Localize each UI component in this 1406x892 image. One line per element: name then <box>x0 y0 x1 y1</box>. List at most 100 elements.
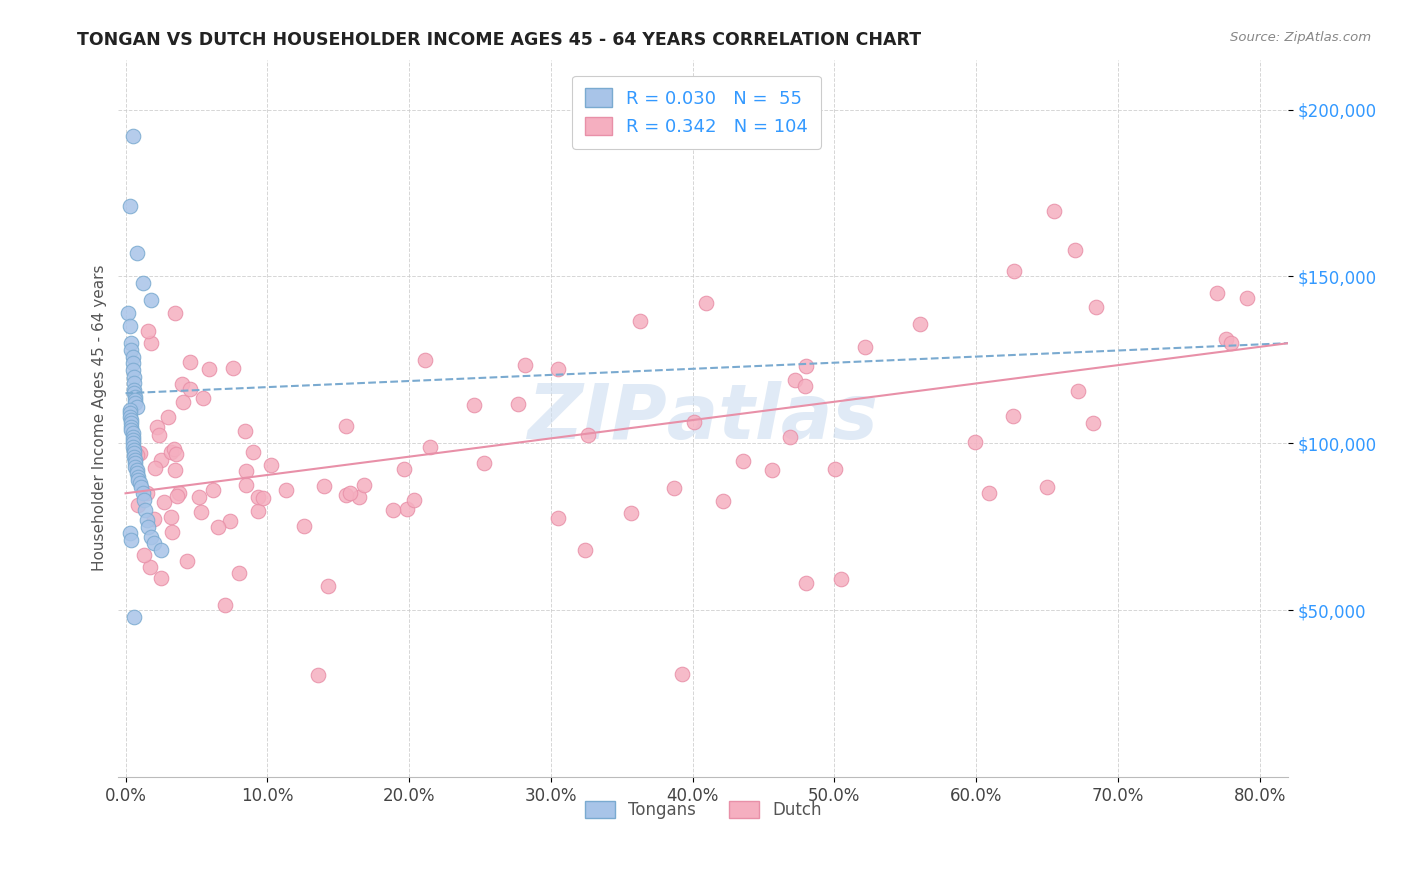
Point <box>120 336 142 351</box>
Point <box>307 668 329 682</box>
Point <box>247 503 270 517</box>
Point <box>335 419 357 434</box>
Point <box>122 450 145 464</box>
Text: TONGAN VS DUTCH HOUSEHOLDER INCOME AGES 45 - 64 YEARS CORRELATION CHART: TONGAN VS DUTCH HOUSEHOLDER INCOME AGES … <box>77 31 921 49</box>
Y-axis label: Householder Income Ages 45 - 64 years: Householder Income Ages 45 - 64 years <box>93 265 107 572</box>
Point <box>576 427 599 442</box>
Point <box>121 350 143 364</box>
Point <box>413 353 436 368</box>
Point <box>190 505 212 519</box>
Point <box>149 453 172 467</box>
Point <box>1215 332 1237 346</box>
Point <box>683 415 706 429</box>
Point <box>122 446 145 460</box>
Point <box>120 343 142 357</box>
Point <box>124 392 146 407</box>
Point <box>463 398 485 412</box>
Point <box>472 456 495 470</box>
Point <box>122 369 145 384</box>
Point <box>794 576 817 591</box>
Point <box>120 413 142 427</box>
Point <box>794 359 817 374</box>
Point <box>124 390 146 404</box>
Point <box>404 493 426 508</box>
Legend: Tongans, Dutch: Tongans, Dutch <box>578 795 828 826</box>
Point <box>628 314 651 328</box>
Point <box>121 129 143 144</box>
Point <box>187 490 209 504</box>
Point <box>128 476 150 491</box>
Point <box>131 486 153 500</box>
Point <box>120 416 142 430</box>
Point <box>963 434 986 449</box>
Point <box>129 480 152 494</box>
Point <box>1236 291 1258 305</box>
Point <box>128 446 150 460</box>
Point <box>134 548 156 562</box>
Point <box>977 485 1000 500</box>
Point <box>143 461 166 475</box>
Point <box>252 491 274 506</box>
Point <box>219 514 242 528</box>
Point <box>260 458 283 472</box>
Point <box>117 306 139 320</box>
Point <box>349 490 371 504</box>
Point <box>1002 409 1025 424</box>
Point <box>125 467 148 481</box>
Point <box>794 379 817 393</box>
Point <box>1219 336 1241 351</box>
Point <box>395 502 418 516</box>
Point <box>179 383 201 397</box>
Point <box>711 494 734 508</box>
Point <box>779 430 801 444</box>
Point <box>318 579 340 593</box>
Point <box>1042 203 1064 218</box>
Point <box>122 609 145 624</box>
Point <box>214 598 236 612</box>
Point <box>162 525 184 540</box>
Point <box>120 533 142 547</box>
Point <box>761 463 783 477</box>
Point <box>142 512 165 526</box>
Point <box>136 324 159 338</box>
Point <box>547 510 569 524</box>
Point <box>733 454 755 468</box>
Point <box>222 361 245 376</box>
Point <box>165 306 187 320</box>
Point <box>671 667 693 681</box>
Point <box>121 436 143 450</box>
Point <box>620 506 643 520</box>
Point <box>695 296 717 310</box>
Point <box>176 554 198 568</box>
Point <box>179 355 201 369</box>
Point <box>419 440 441 454</box>
Point <box>122 383 145 397</box>
Point <box>120 423 142 437</box>
Point <box>121 363 143 377</box>
Point <box>118 199 141 213</box>
Point <box>148 428 170 442</box>
Point <box>142 536 165 550</box>
Point <box>547 361 569 376</box>
Point <box>134 503 156 517</box>
Point <box>120 419 142 434</box>
Point <box>235 464 257 478</box>
Point <box>170 376 193 391</box>
Point <box>515 359 537 373</box>
Point <box>1206 285 1229 300</box>
Point <box>853 340 876 354</box>
Point <box>165 463 187 477</box>
Point <box>124 396 146 410</box>
Point <box>506 397 529 411</box>
Point <box>312 479 335 493</box>
Point <box>131 276 153 290</box>
Point <box>824 462 846 476</box>
Point <box>335 488 357 502</box>
Point <box>830 572 852 586</box>
Point <box>242 445 264 459</box>
Point <box>149 543 172 558</box>
Point <box>1064 243 1087 257</box>
Point <box>122 386 145 401</box>
Point <box>118 526 141 541</box>
Point <box>165 447 187 461</box>
